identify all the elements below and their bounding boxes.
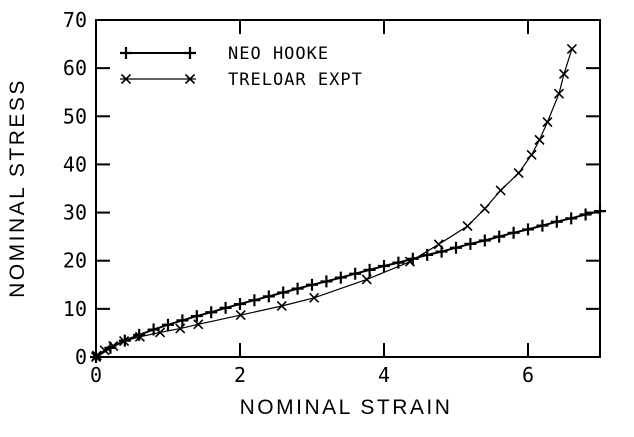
y-tick-label: 20 (63, 249, 87, 273)
x-tick-label: 2 (234, 363, 246, 387)
x-markers (90, 43, 577, 363)
y-tick-label: 70 (63, 8, 87, 32)
series-line (95, 48, 573, 358)
plus-markers (90, 205, 606, 363)
series-group (90, 43, 606, 363)
legend-label: TRELOAR EXPT (228, 70, 363, 90)
x-tick-label: 6 (522, 363, 534, 387)
x-legend-marker (120, 73, 196, 85)
y-tick-label: 30 (63, 201, 87, 225)
y-tick-label: 0 (75, 345, 87, 369)
series-line (95, 210, 601, 358)
series-neo-hooke (90, 205, 606, 363)
x-tick-label: 4 (378, 363, 390, 387)
y-tick-label: 60 (63, 56, 87, 80)
x-tick-label: 0 (90, 363, 102, 387)
legend: NEO HOOKE TRELOAR EXPT (120, 44, 363, 90)
legend-entry-treloar-expt: TRELOAR EXPT (120, 70, 363, 90)
legend-entry-neo-hooke: NEO HOOKE (120, 44, 329, 64)
legend-label: NEO HOOKE (228, 44, 329, 64)
plot-box (95, 19, 601, 358)
plus-legend-marker (120, 47, 196, 59)
plot-border (95, 19, 601, 358)
series-treloar-expt (90, 43, 577, 363)
y-axis-title: NOMINAL STRESS (6, 78, 29, 298)
y-tick-label: 50 (63, 104, 87, 128)
x-axis-title: NOMINAL STRAIN (240, 396, 453, 419)
y-tick-label: 10 (63, 297, 87, 321)
y-tick-label: 40 (63, 152, 87, 176)
